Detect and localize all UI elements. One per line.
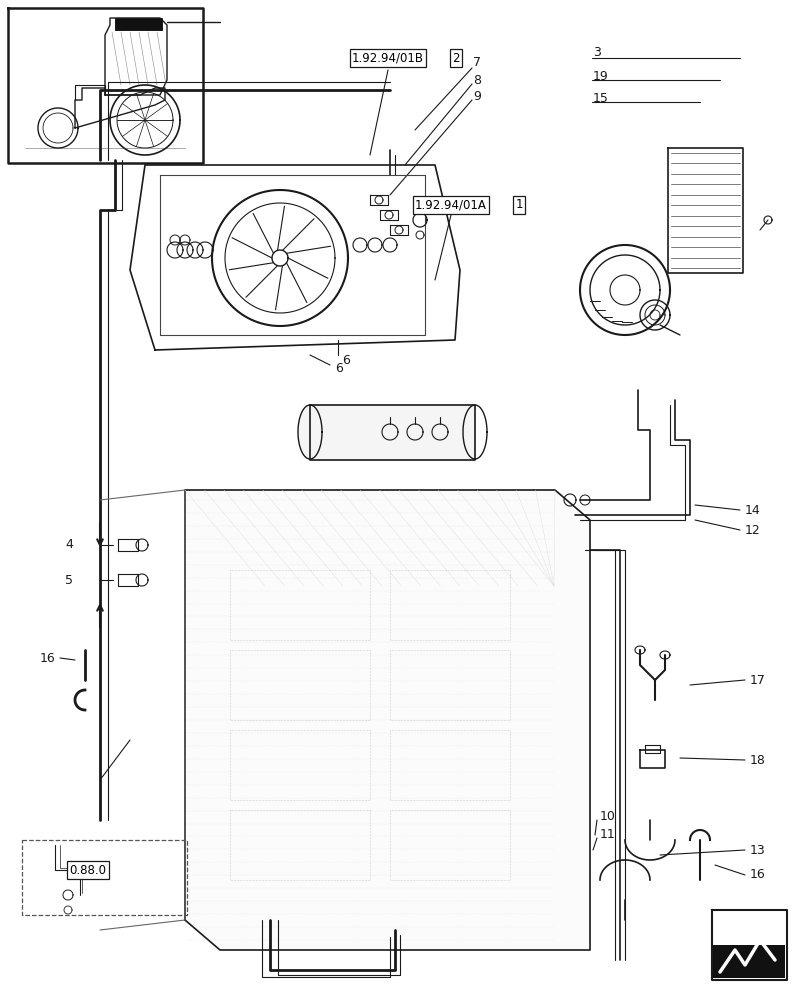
Text: 7: 7 xyxy=(473,56,480,70)
Polygon shape xyxy=(712,945,784,978)
Polygon shape xyxy=(118,574,138,586)
Polygon shape xyxy=(298,405,322,459)
Text: 17: 17 xyxy=(749,674,765,686)
Text: 8: 8 xyxy=(473,74,480,87)
Text: 13: 13 xyxy=(749,844,765,856)
Text: 14: 14 xyxy=(744,504,760,516)
Text: 6: 6 xyxy=(341,354,350,366)
Text: 6: 6 xyxy=(335,361,342,374)
Text: 1: 1 xyxy=(515,198,522,212)
Polygon shape xyxy=(115,18,162,30)
Text: 10: 10 xyxy=(599,810,615,824)
Text: 12: 12 xyxy=(744,524,760,536)
Text: 4: 4 xyxy=(65,538,73,552)
Text: 5: 5 xyxy=(65,574,73,586)
Text: 18: 18 xyxy=(749,754,765,766)
Text: 9: 9 xyxy=(473,91,480,104)
Text: 3: 3 xyxy=(592,45,600,58)
Text: 19: 19 xyxy=(592,70,608,83)
Text: 11: 11 xyxy=(599,828,615,842)
Polygon shape xyxy=(185,490,590,950)
Polygon shape xyxy=(310,405,474,460)
Text: 16: 16 xyxy=(749,868,765,882)
Text: 16: 16 xyxy=(40,652,56,664)
Text: 0.88.0: 0.88.0 xyxy=(70,863,106,876)
Text: 1.92.94/01A: 1.92.94/01A xyxy=(414,198,487,212)
Text: 1.92.94/01B: 1.92.94/01B xyxy=(351,51,423,64)
Text: 2: 2 xyxy=(452,51,459,64)
Text: 15: 15 xyxy=(592,92,608,104)
Polygon shape xyxy=(118,539,138,551)
